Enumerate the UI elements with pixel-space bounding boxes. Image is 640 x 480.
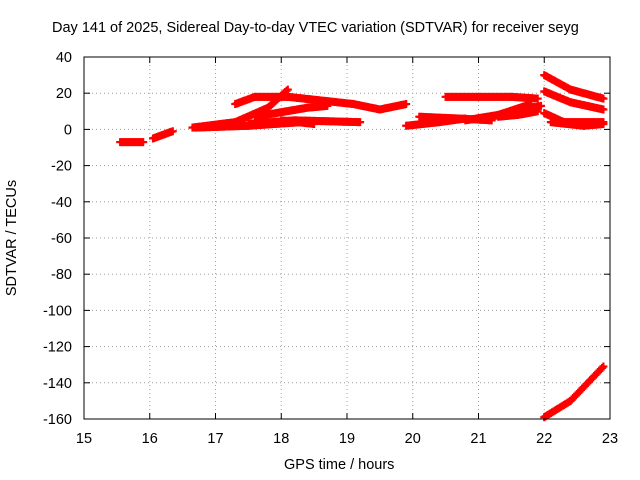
series-arc-18: [546, 118, 608, 130]
data-point: [599, 362, 608, 371]
y-tick-label: 40: [56, 50, 72, 66]
data-point: [139, 138, 148, 147]
series-arc-15: [540, 71, 608, 103]
y-tick-label: -120: [43, 340, 72, 356]
y-tick-label: -160: [43, 412, 72, 428]
series-arc-1: [116, 138, 148, 147]
plot-frame: [83, 56, 611, 420]
data-point: [536, 101, 545, 110]
x-tick-label: 15: [76, 431, 92, 447]
grid-lines: [84, 57, 610, 419]
chart-title: Day 141 of 2025, Sidereal Day-to-day VTE…: [52, 20, 579, 36]
series-arc-6: [250, 101, 332, 121]
series-arc-16: [540, 87, 608, 114]
y-tick-label: -60: [51, 231, 72, 247]
data-series: [116, 71, 608, 422]
x-tick-label: 19: [339, 431, 355, 447]
data-point: [323, 101, 332, 110]
series-arc-19: [540, 362, 608, 422]
y-tick-label: -140: [43, 376, 72, 392]
data-point: [599, 94, 608, 103]
x-tick-label: 17: [207, 431, 223, 447]
y-tick-label: -100: [43, 303, 72, 319]
x-tick-label: 22: [536, 431, 552, 447]
axes: 15 16 17 18 19 20 21 22 23 40 20 0 -20 -40 -60 -80 -100 -…: [43, 50, 618, 447]
data-point: [310, 119, 319, 128]
data-point: [599, 119, 608, 128]
y-tick-label: -80: [51, 267, 72, 283]
y-tick-label: 20: [56, 86, 72, 102]
x-axis-label: GPS time / hours: [284, 457, 395, 473]
series-arc-11: [441, 92, 542, 103]
x-tick-label: 23: [602, 431, 618, 447]
data-point: [599, 105, 608, 114]
data-point: [402, 100, 411, 109]
data-point: [168, 127, 177, 136]
x-tick-label: 18: [273, 431, 289, 447]
x-tick-label: 16: [142, 431, 158, 447]
series-arc-8: [277, 116, 319, 128]
data-point: [356, 118, 365, 127]
data-point: [533, 94, 542, 103]
data-point: [283, 85, 292, 94]
x-tick-label: 21: [470, 431, 486, 447]
series-arc-2: [149, 127, 177, 143]
x-tick-label: 20: [405, 431, 421, 447]
y-tick-label: 0: [64, 122, 72, 138]
y-axis-label: SDTVAR / TECUs: [4, 179, 20, 297]
series-arc-5: [231, 92, 411, 114]
data-point: [598, 363, 607, 372]
series-arc-14: [474, 101, 545, 123]
y-tick-label: -40: [51, 195, 72, 211]
y-tick-label: -20: [51, 159, 72, 175]
